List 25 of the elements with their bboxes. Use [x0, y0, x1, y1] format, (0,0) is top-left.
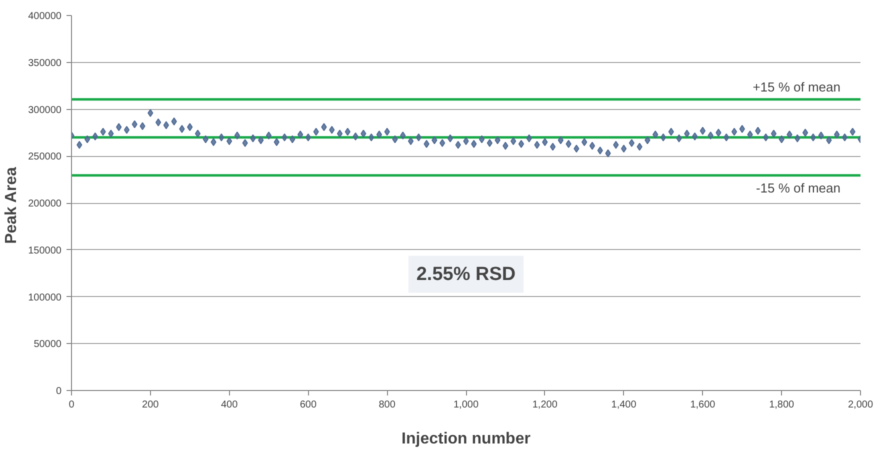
- x-tick-label: 400: [220, 400, 238, 410]
- x-tick-label: 1,000: [453, 400, 479, 410]
- x-axis-title: Injection number: [402, 430, 530, 448]
- x-tick-label: 1,200: [532, 400, 558, 410]
- ref-line-label: +15 % of mean: [752, 79, 841, 94]
- y-axis-title: Peak Area: [3, 167, 20, 244]
- x-tick-label: 800: [378, 400, 396, 410]
- y-tick-label: 400000: [28, 11, 62, 22]
- y-tick-label: 300000: [28, 104, 62, 116]
- y-tick-label: 350000: [28, 58, 62, 69]
- y-tick-label: 50000: [34, 339, 62, 350]
- x-tick-label: 1,800: [769, 400, 795, 410]
- y-tick-label: 150000: [28, 245, 62, 256]
- y-tick-label: 0: [56, 386, 62, 397]
- x-tick-label: 2,000: [848, 400, 874, 410]
- x-tick-label: 600: [300, 400, 317, 410]
- x-tick-label: 1,600: [690, 400, 716, 410]
- x-tick-label: 200: [142, 400, 160, 410]
- y-tick-label: 200000: [28, 198, 62, 210]
- y-tick-label: 100000: [28, 292, 62, 304]
- ref-line-label: -15 % of mean: [756, 180, 840, 196]
- x-tick-label: 0: [68, 400, 75, 410]
- y-tick-label: 250000: [28, 152, 62, 163]
- x-tick-label: 1,400: [611, 400, 637, 410]
- annotation: 2.55% RSD: [416, 264, 516, 285]
